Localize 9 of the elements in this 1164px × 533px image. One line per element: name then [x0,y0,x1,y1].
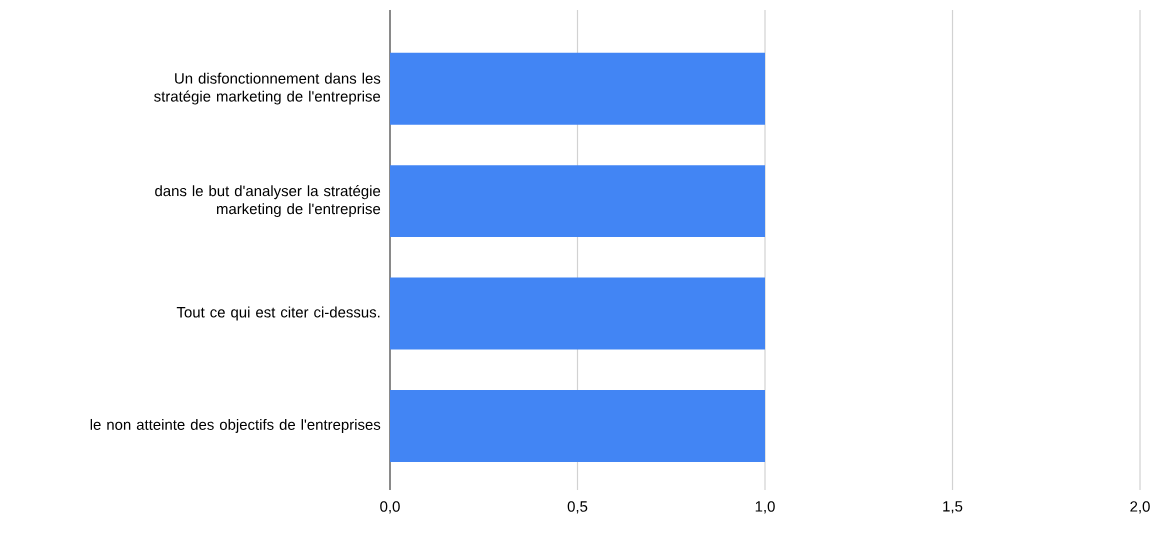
y-tick-label: le non atteinte des objectifs de l'entreprises [90,418,381,433]
x-tick-label: 0,0 [380,501,400,514]
y-tick-label: Un disfonctionnement dans les stratégie marketing de l'entreprise [154,72,381,105]
x-tick-label: 1,5 [943,501,963,514]
x-tick-label: 2,0 [1130,501,1150,514]
y-tick-label: dans le but d'analyser la stratégie marketing de l'entreprise [155,185,381,218]
x-tick-label: 1,0 [755,501,775,514]
x-tick-label: 0,5 [567,501,588,514]
y-tick-label: Tout ce qui est citer ci-dessus. [176,306,380,321]
